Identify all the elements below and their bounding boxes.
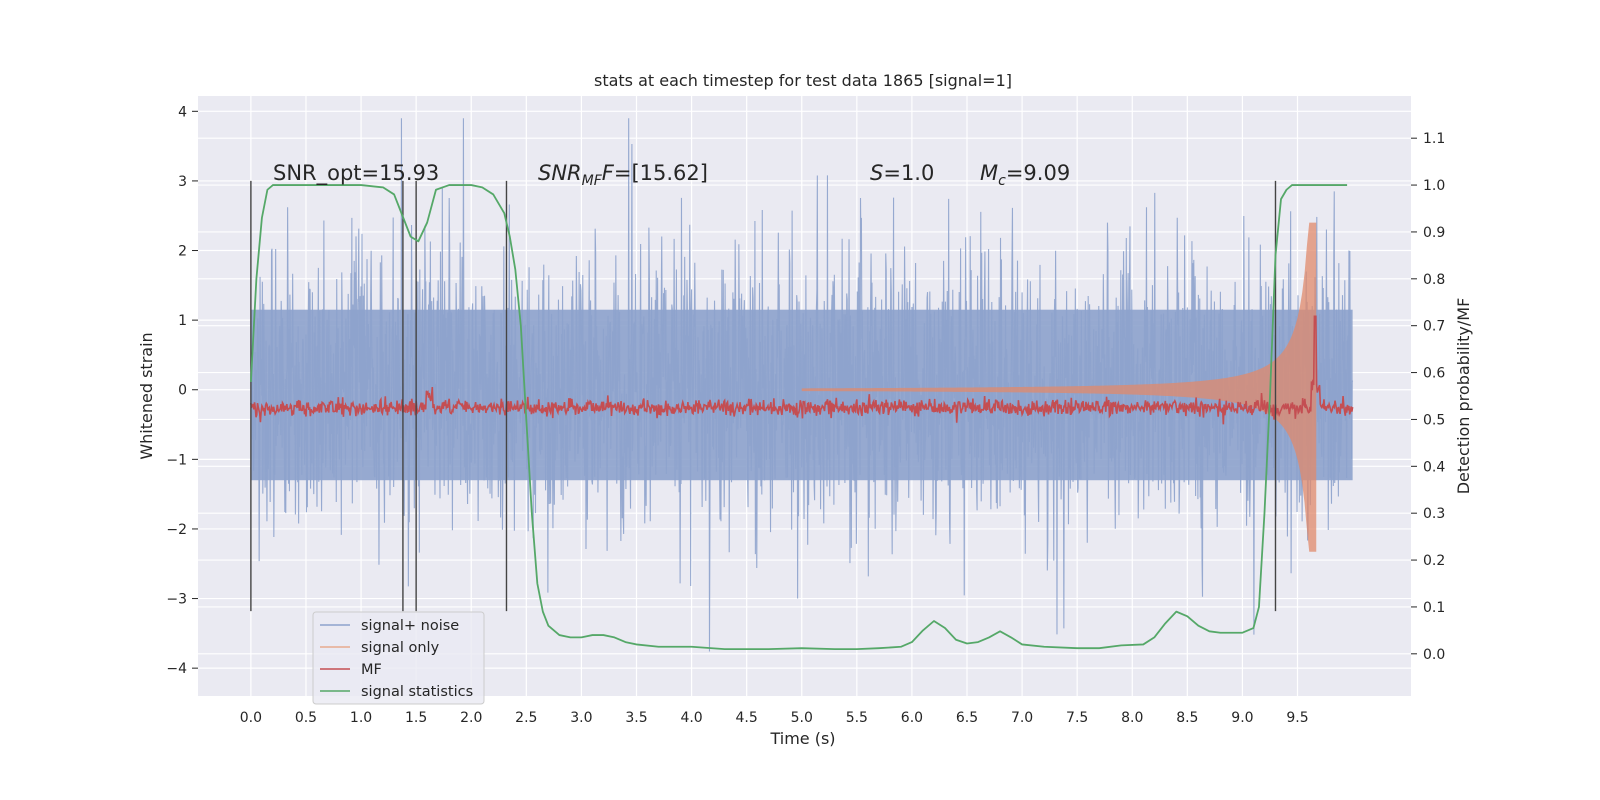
y-tick-label: 1 [178,313,187,329]
x-tick-label: 1.0 [350,710,372,726]
stats-trace [249,184,1348,651]
y2-tick-label: 0.7 [1423,319,1445,335]
y-tick-label: 2 [178,244,187,260]
legend: signal+ noise signal only MF signal stat… [312,611,485,705]
series-signal-only [801,222,1317,552]
signal-envelope [801,222,1317,552]
x-tick-label: 3.0 [570,710,592,726]
x-tick-label: 9.0 [1231,710,1253,726]
x-tick-label: 7.5 [1066,710,1088,726]
x-tick-label: 9.5 [1286,710,1308,726]
y-tick-label: −4 [166,661,187,677]
x-tick-label: 3.5 [625,710,647,726]
chart-title: stats at each timestep for test data 186… [594,71,1012,90]
y-tick-label: −3 [166,592,187,608]
y2-axis-label: Detection probability/MF [1454,298,1473,495]
x-axis-ticks: 0.0 0.5 1.0 1.5 2.0 2.5 3.0 3.5 4.0 4.5 5.0 5.5 6.0 6… [240,710,1309,726]
legend-box [312,611,485,705]
x-tick-label: 4.5 [736,710,758,726]
y2-tick-label: 0.3 [1423,506,1445,522]
s-annotation: S=1.0 [870,161,934,185]
snr-opt-annotation: SNR_opt=15.93 [273,161,439,186]
x-tick-label: 6.0 [901,710,923,726]
y-tick-label: −2 [166,522,187,538]
y-axis-label: Whitened strain [137,332,156,459]
y2-tick-label: 1.0 [1423,178,1445,194]
y-tick-label: −1 [166,452,187,468]
x-tick-label: 7.0 [1011,710,1033,726]
y2-tick-label: 0.1 [1423,600,1445,616]
y-tick-label: 4 [178,104,187,120]
y2-tick-label: 1.1 [1423,131,1445,147]
legend-label-signal-statistics: signal statistics [361,684,473,700]
series-mf [250,315,1354,425]
y-tick-label: 3 [178,174,187,190]
x-tick-label: 4.0 [680,710,702,726]
x-tick-label: 5.5 [846,710,868,726]
x-axis-label: Time (s) [769,729,835,748]
y2-tick-label: 0.2 [1423,553,1445,569]
x-tick-label: 2.5 [515,710,537,726]
y2-tick-label: 0.5 [1423,412,1445,428]
mf-trace [250,315,1354,425]
x-tick-label: 6.5 [956,710,978,726]
y2-tick-label: 0.4 [1423,459,1445,475]
legend-label-signal-plus-noise: signal+ noise [361,618,459,634]
x-tick-label: 5.0 [791,710,813,726]
x-tick-label: 0.0 [240,710,262,726]
noise-trace [250,118,1354,652]
snr-mf-annotation: SNRMFF=[15.62] [538,161,708,189]
y-tick-label: 0 [178,383,187,399]
x-tick-label: 8.5 [1176,710,1198,726]
x-tick-label: 0.5 [295,710,317,726]
x-tick-label: 2.0 [460,710,482,726]
y-axis-ticks: 4 3 2 1 0 −1 −2 −3 −4 [166,104,198,677]
y2-tick-label: 0.8 [1423,272,1445,288]
y2-tick-label: 0.6 [1423,366,1445,382]
x-tick-label: 8.0 [1121,710,1143,726]
y2-axis-ticks: 1.1 1.0 0.9 0.8 0.7 0.6 0.5 0.4 0.3 0.2 0.1 0.0 [1411,131,1445,663]
series-signal-statistics [249,184,1348,651]
y2-tick-label: 0.9 [1423,225,1445,241]
y2-tick-label: 0.0 [1423,647,1445,663]
mc-annotation: Mc=9.09 [980,161,1070,189]
legend-label-signal-only: signal only [361,640,440,656]
legend-label-mf: MF [361,662,382,678]
x-tick-label: 1.5 [405,710,427,726]
